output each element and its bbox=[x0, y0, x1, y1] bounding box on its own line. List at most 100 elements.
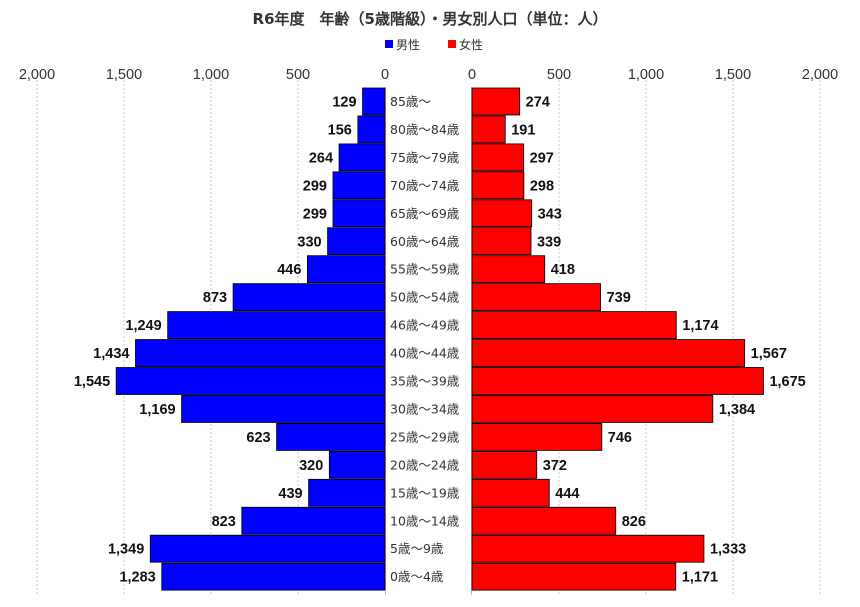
female-value-label: 343 bbox=[538, 206, 562, 222]
age-group-label: 46歳～49歳 bbox=[390, 318, 460, 333]
female-axis-tick-label: 2,000 bbox=[802, 67, 838, 83]
age-group-label: 55歳～59歳 bbox=[390, 262, 460, 277]
male-value-label: 330 bbox=[297, 234, 321, 250]
female-value-label: 826 bbox=[622, 514, 646, 530]
male-bar bbox=[135, 339, 386, 367]
male-value-label: 129 bbox=[332, 95, 356, 111]
female-bar bbox=[471, 311, 677, 340]
male-axis-tick-label: 2,000 bbox=[19, 67, 55, 83]
female-bar bbox=[471, 143, 525, 172]
male-value-label: 1,434 bbox=[93, 346, 129, 362]
female-axis-tick-label: 500 bbox=[547, 67, 571, 83]
male-value-label: 1,545 bbox=[74, 374, 110, 390]
female-bar bbox=[471, 339, 746, 367]
female-value-label: 1,171 bbox=[682, 570, 718, 586]
female-axis-tick-label: 1,500 bbox=[715, 67, 751, 83]
female-bar bbox=[471, 395, 714, 423]
bars bbox=[115, 87, 764, 591]
female-bar bbox=[471, 534, 705, 563]
male-value-label: 1,349 bbox=[108, 542, 144, 558]
age-group-label: 40歳～44歳 bbox=[390, 346, 460, 361]
female-value-label: 298 bbox=[530, 178, 554, 194]
age-group-label: 65歳～69歳 bbox=[390, 206, 460, 221]
female-bar bbox=[471, 450, 538, 479]
male-bar bbox=[338, 143, 386, 172]
male-value-label: 299 bbox=[303, 206, 327, 222]
male-bar bbox=[328, 450, 386, 479]
female-bar bbox=[471, 506, 617, 535]
male-bar bbox=[362, 87, 386, 116]
male-bar bbox=[181, 395, 386, 423]
female-axis-tick-label: 0 bbox=[468, 67, 476, 83]
female-value-label: 739 bbox=[607, 290, 631, 306]
female-bar bbox=[471, 562, 677, 591]
female-bar bbox=[471, 422, 603, 451]
female-bar bbox=[471, 283, 601, 312]
female-bar bbox=[471, 367, 764, 395]
female-axis-tick-label: 1,000 bbox=[628, 67, 664, 83]
data-labels: 129 274 156 191 264 297 299 298 299 343 330 339 446 4… bbox=[74, 95, 806, 586]
age-group-label: 20歳～24歳 bbox=[390, 457, 460, 472]
female-value-label: 297 bbox=[530, 150, 554, 166]
male-bar bbox=[327, 227, 386, 256]
male-bar bbox=[276, 422, 386, 451]
female-value-label: 418 bbox=[551, 262, 575, 278]
age-group-label: 25歳～29歳 bbox=[390, 429, 460, 444]
male-value-label: 1,249 bbox=[125, 318, 161, 334]
male-bar bbox=[357, 115, 386, 144]
female-value-label: 372 bbox=[543, 458, 567, 474]
male-value-label: 623 bbox=[246, 430, 270, 446]
female-value-label: 1,567 bbox=[751, 346, 787, 362]
female-value-label: 746 bbox=[608, 430, 632, 446]
male-bar bbox=[241, 506, 386, 535]
male-bar bbox=[115, 367, 386, 395]
female-value-label: 274 bbox=[526, 95, 550, 111]
age-group-label: 80歳～84歳 bbox=[390, 122, 460, 137]
age-group-label: 30歳～34歳 bbox=[390, 401, 460, 416]
age-group-label: 15歳～19歳 bbox=[390, 485, 460, 500]
female-value-label: 191 bbox=[511, 122, 535, 138]
male-bar bbox=[232, 283, 386, 312]
female-bar bbox=[471, 115, 506, 144]
male-bar bbox=[167, 311, 386, 340]
female-value-label: 1,174 bbox=[682, 318, 718, 334]
male-value-label: 439 bbox=[278, 486, 302, 502]
male-bar bbox=[332, 171, 386, 200]
female-bar bbox=[471, 478, 550, 507]
age-group-label: 50歳～54歳 bbox=[390, 290, 460, 305]
male-axis-tick-label: 1,500 bbox=[106, 67, 142, 83]
female-value-label: 339 bbox=[537, 234, 561, 250]
male-bar bbox=[332, 199, 386, 228]
male-bar bbox=[308, 478, 386, 507]
age-group-label: 75歳～79歳 bbox=[390, 150, 460, 165]
female-value-label: 1,675 bbox=[769, 374, 805, 390]
female-value-label: 1,333 bbox=[710, 542, 746, 558]
female-value-label: 444 bbox=[555, 486, 579, 502]
age-group-label: 60歳～64歳 bbox=[390, 234, 460, 249]
category-labels: 85歳～ 80歳～84歳 75歳～79歳 70歳～74歳 65歳～69歳 60歳～64歳 5… bbox=[390, 94, 460, 584]
female-bar bbox=[471, 255, 546, 284]
male-bar bbox=[161, 562, 386, 591]
male-value-label: 264 bbox=[309, 150, 333, 166]
male-value-label: 156 bbox=[328, 122, 352, 138]
male-value-label: 823 bbox=[212, 514, 236, 530]
male-axis-tick-label: 0 bbox=[381, 67, 389, 83]
age-group-label: 85歳～ bbox=[390, 94, 431, 109]
female-bar bbox=[471, 227, 532, 256]
male-axis-tick-label: 1,000 bbox=[193, 67, 229, 83]
legend-swatch-male bbox=[385, 40, 393, 48]
legend-swatch-female bbox=[448, 40, 456, 48]
male-value-label: 1,283 bbox=[119, 570, 155, 586]
female-bar bbox=[471, 171, 525, 200]
male-value-label: 320 bbox=[299, 458, 323, 474]
legend-label-male: 男性 bbox=[396, 38, 420, 52]
age-group-label: 70歳～74歳 bbox=[390, 178, 460, 193]
female-bar bbox=[471, 199, 533, 228]
male-value-label: 873 bbox=[203, 290, 227, 306]
legend-label-female: 女性 bbox=[459, 37, 483, 52]
male-value-label: 446 bbox=[277, 262, 301, 278]
male-bar bbox=[306, 255, 386, 284]
male-axis-tick-label: 500 bbox=[286, 67, 310, 83]
age-group-label: 5歳～9歳 bbox=[390, 541, 444, 556]
